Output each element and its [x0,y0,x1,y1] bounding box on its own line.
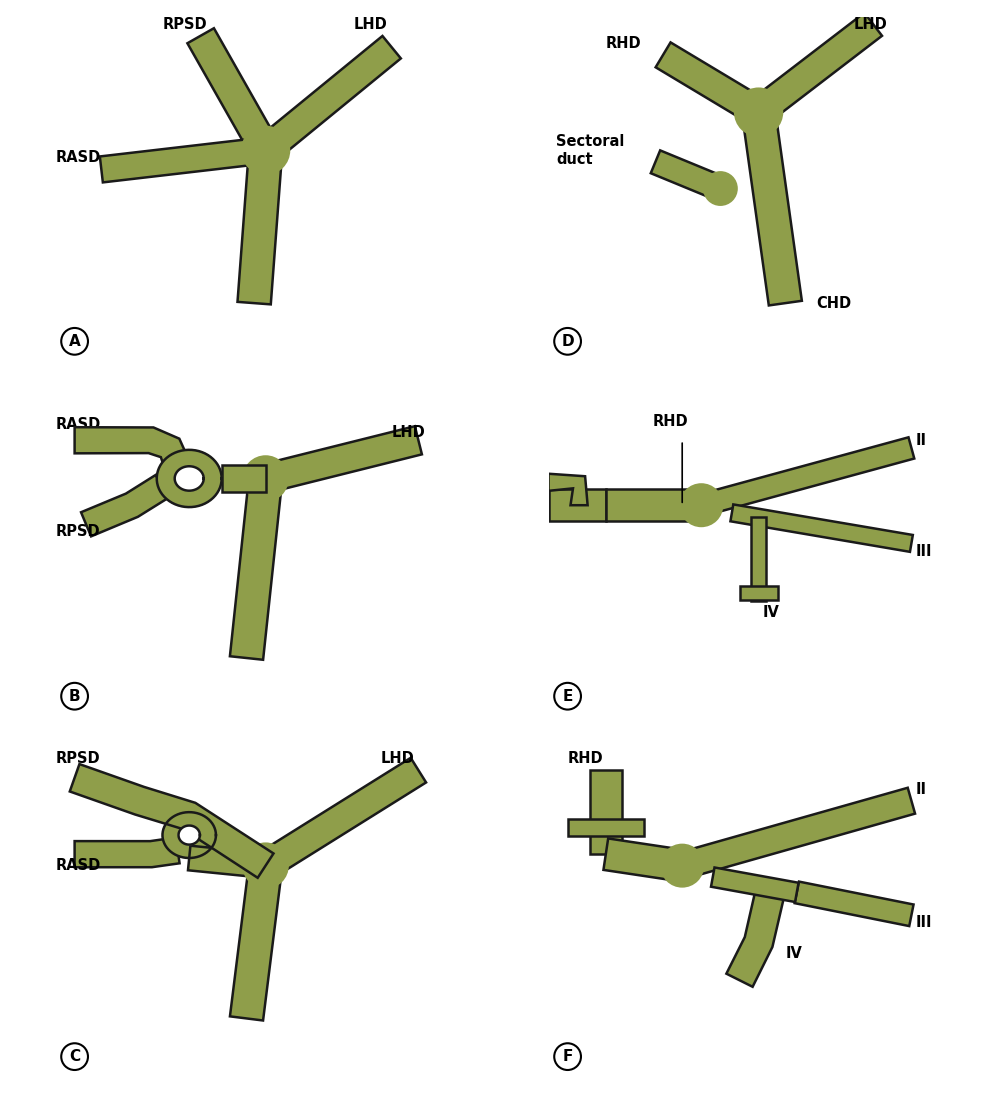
Polygon shape [711,867,799,902]
Polygon shape [75,427,190,471]
Circle shape [554,1044,581,1070]
Text: B: B [69,689,81,704]
Polygon shape [157,450,222,507]
Text: A: A [69,334,81,349]
Polygon shape [258,757,426,878]
Polygon shape [188,846,267,878]
Circle shape [734,88,783,136]
Circle shape [554,683,581,710]
Polygon shape [178,825,200,845]
Polygon shape [651,151,725,200]
Text: LHD: LHD [854,17,887,32]
Text: RHD: RHD [568,751,603,766]
Polygon shape [548,489,605,521]
Text: F: F [562,1049,573,1065]
Polygon shape [75,837,179,867]
Circle shape [61,1044,88,1070]
Polygon shape [175,466,204,490]
Text: III: III [915,543,932,559]
Polygon shape [568,818,644,836]
Text: RHD: RHD [653,414,688,429]
Polygon shape [187,28,279,157]
Text: RHD: RHD [605,35,642,51]
Text: II: II [915,782,926,796]
Text: E: E [562,689,573,704]
Polygon shape [230,864,282,1020]
Text: III: III [915,915,932,930]
Text: RASD: RASD [55,858,101,873]
Polygon shape [238,149,282,304]
Polygon shape [749,13,882,123]
Text: IV: IV [762,604,779,620]
Text: RPSD: RPSD [163,17,207,32]
Polygon shape [256,35,401,162]
Text: IV: IV [785,946,803,962]
Polygon shape [603,838,684,882]
Polygon shape [590,770,622,854]
Text: LHD: LHD [391,425,425,440]
Polygon shape [727,889,784,987]
Polygon shape [698,437,914,516]
Text: RASD: RASD [55,151,101,165]
Polygon shape [751,517,766,601]
Polygon shape [740,586,778,600]
Polygon shape [656,42,766,124]
Text: Sectoral
duct: Sectoral duct [556,134,624,166]
Polygon shape [742,110,802,305]
Text: RASD: RASD [55,417,101,433]
Polygon shape [548,474,588,506]
Circle shape [554,328,581,355]
Text: C: C [69,1049,80,1065]
Circle shape [703,171,738,206]
Circle shape [679,484,724,527]
Text: II: II [915,433,926,448]
Polygon shape [731,505,913,552]
Text: CHD: CHD [815,296,851,311]
Circle shape [61,683,88,710]
Circle shape [243,843,289,888]
Circle shape [241,125,290,175]
Polygon shape [163,812,216,858]
Polygon shape [230,477,282,660]
Polygon shape [70,764,273,878]
Circle shape [661,844,704,887]
Text: RPSD: RPSD [55,525,101,539]
Polygon shape [81,475,170,537]
Text: LHD: LHD [353,17,387,32]
Text: RPSD: RPSD [55,751,101,766]
Polygon shape [795,882,914,926]
Polygon shape [678,787,915,878]
Text: LHD: LHD [381,751,414,766]
Circle shape [243,456,289,501]
Polygon shape [262,426,422,492]
Circle shape [61,328,88,355]
Polygon shape [605,489,701,521]
Polygon shape [222,466,265,491]
Text: D: D [561,334,574,349]
Polygon shape [100,138,267,182]
